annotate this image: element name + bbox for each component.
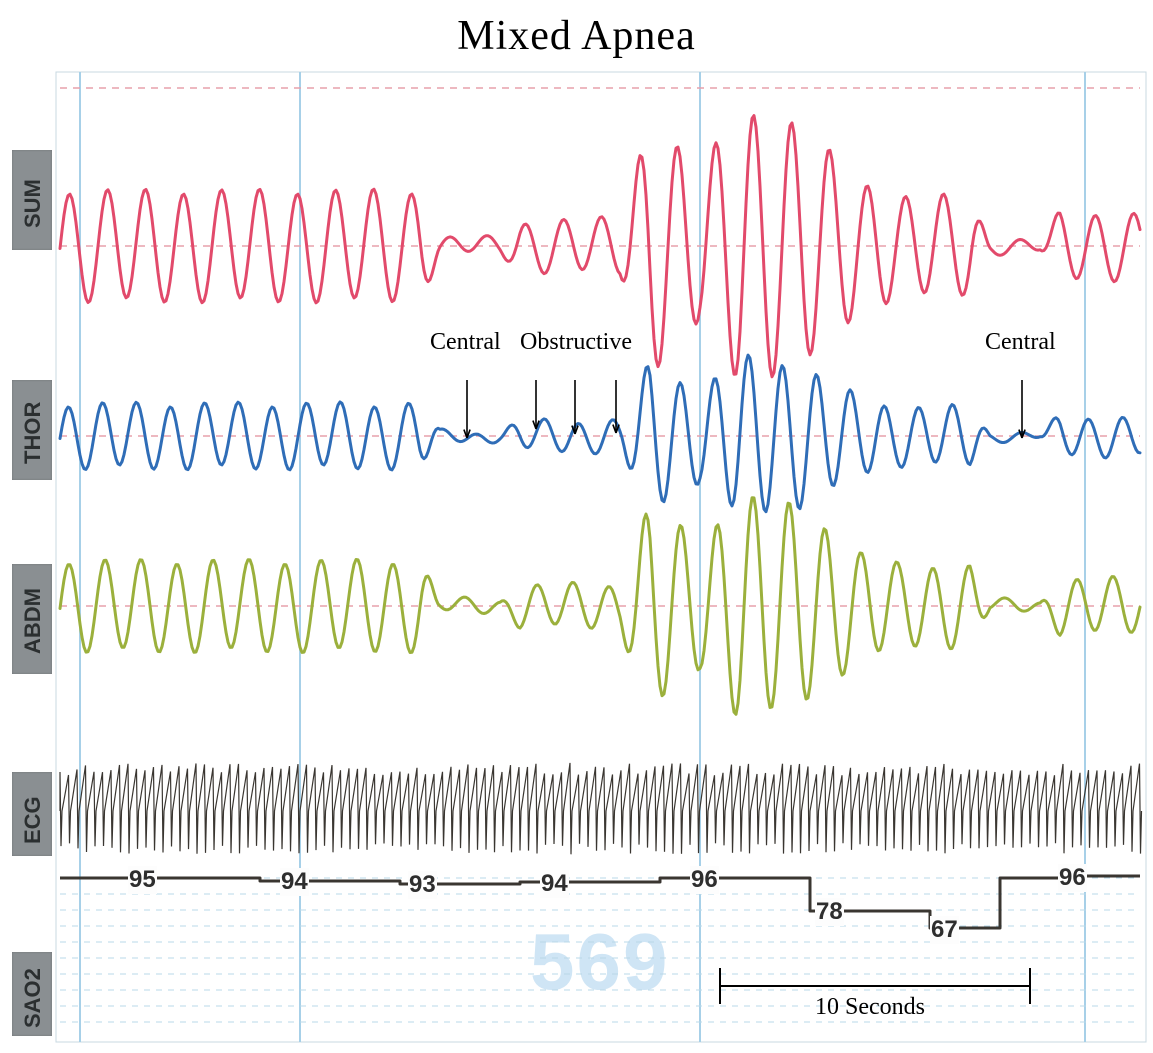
annotation-central-1: Central — [430, 329, 501, 356]
sao2-value: 67 — [930, 916, 959, 944]
sao2-value: 95 — [128, 866, 157, 894]
sao2-value: 94 — [540, 870, 569, 898]
chart-frame: SUM THOR ABDM ECG SAO2 569 Central Obstr… — [0, 66, 1153, 1046]
page-title: Mixed Apnea — [0, 12, 1153, 60]
polysomnogram-plot — [0, 66, 1153, 1046]
annotation-central-2: Central — [985, 329, 1056, 356]
sao2-value: 94 — [280, 868, 309, 896]
sao2-value: 78 — [815, 898, 844, 926]
sao2-value: 96 — [690, 866, 719, 894]
sao2-value: 93 — [408, 871, 437, 899]
sao2-value: 96 — [1058, 864, 1087, 892]
scale-bar-label: 10 Seconds — [815, 994, 925, 1021]
annotation-obstructive: Obstructive — [520, 329, 632, 356]
